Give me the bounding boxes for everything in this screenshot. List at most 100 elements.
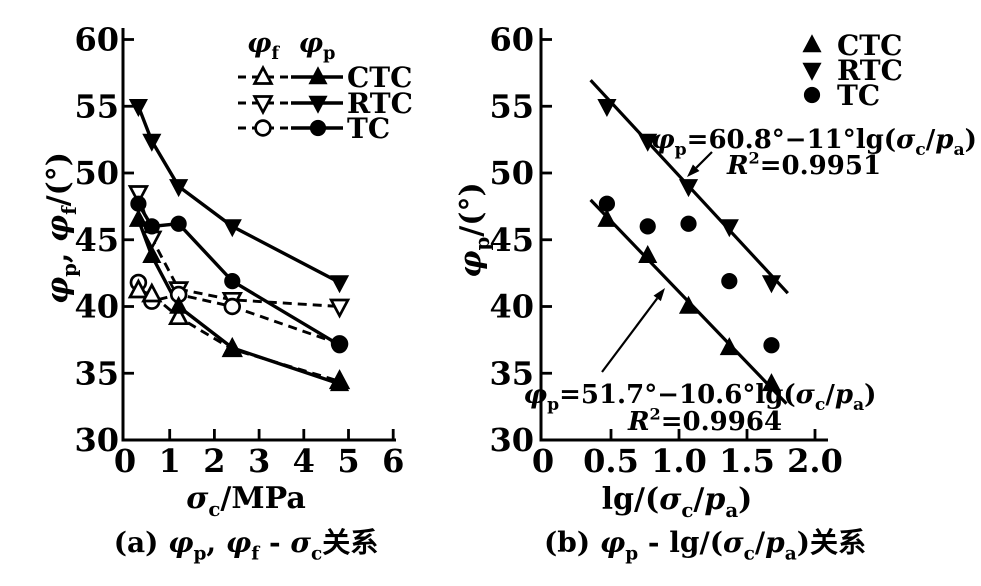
TC-phi-p-point — [763, 337, 780, 354]
legend-label-CTC: CTC — [347, 61, 412, 94]
xtick-label-0.5: 0.5 — [583, 442, 639, 480]
ytick-label-60: 60 — [489, 21, 534, 59]
markers-TC-phi-p — [130, 195, 348, 354]
RTC-phi-p-point — [169, 179, 189, 198]
RTC-phi-f-point — [328, 298, 351, 319]
RTC-phi-p-point — [142, 133, 162, 152]
CTC-phi-p-point — [761, 373, 782, 392]
CTC-phi-p-point — [638, 244, 658, 263]
markers-CTC-phi-p — [597, 208, 782, 392]
panel-a-yaxis-title: φp, φf/(°) — [41, 152, 81, 304]
xtick-label-4: 4 — [293, 442, 315, 480]
legend-filled-triangle-up — [802, 34, 822, 53]
CTC-phi-p-point — [329, 373, 350, 392]
line-RTC-phi-p — [136, 105, 341, 285]
fit-line-CTC: φp=51.7°−10.6°lg(σc/pa)R2=0.9964 — [524, 198, 877, 437]
xtick-label-1.0: 1.0 — [651, 442, 707, 480]
RTC-phi-p-point — [597, 99, 617, 118]
legend-filled-circle — [309, 119, 327, 137]
CTC-phi-p-point — [142, 244, 162, 263]
ytick-label-35: 35 — [74, 354, 119, 392]
line-TC-phi-f — [137, 281, 341, 346]
fit-equation-CTC: φp=51.7°−10.6°lg(σc/pa) — [524, 380, 877, 415]
TC-phi-p-point — [130, 195, 147, 212]
markers-RTC-phi-f — [127, 185, 351, 319]
ytick-label-50: 50 — [489, 154, 534, 192]
legend-open-triangle-down — [252, 95, 274, 116]
legend-label-RTC: RTC — [347, 87, 413, 120]
RTC-phi-p-point — [128, 99, 148, 118]
CTC-phi-p-point — [169, 295, 189, 314]
RTC-phi-f-point — [127, 185, 150, 206]
ytick-label-55: 55 — [489, 87, 534, 125]
TC-phi-p-point — [598, 195, 616, 212]
legend-filled-triangle-up — [308, 66, 328, 85]
RTC-phi-p-point — [222, 219, 242, 238]
legend-header-phi-p: φp — [299, 28, 336, 64]
legend-filled-circle — [803, 86, 821, 104]
panel-b-caption: (b) φp - lg/(σc/pa)关系 — [544, 526, 866, 564]
arrow-to-CTC-line — [601, 288, 665, 373]
CTC-phi-f-point — [127, 278, 150, 299]
ytick-label-60: 60 — [74, 21, 119, 59]
RTC-phi-p-point — [678, 179, 699, 198]
ytick-label-35: 35 — [489, 354, 534, 392]
ytick-label-40: 40 — [74, 288, 119, 326]
legend-label-TC: TC — [347, 112, 390, 145]
ytick-label-45: 45 — [489, 221, 534, 259]
ytick-label-50: 50 — [74, 154, 119, 192]
xtick-label-1: 1 — [159, 442, 181, 480]
TC-phi-p-point — [224, 273, 241, 290]
xtick-label-0: 0 — [114, 442, 136, 480]
TC-phi-p-point — [331, 337, 348, 354]
legend-filled-triangle-down — [802, 62, 822, 81]
legend-label-TC: TC — [837, 79, 880, 112]
legend-label-RTC: RTC — [837, 54, 903, 87]
CTC-phi-p-point — [222, 337, 242, 356]
ytick-label-30: 30 — [489, 421, 534, 459]
panel-a-caption: (a) φp, φf - σc关系 — [114, 526, 379, 564]
TC-phi-p-point — [721, 273, 738, 290]
markers-CTC-phi-p — [128, 208, 350, 392]
panel-b-yaxis-title: φp/(°) — [454, 182, 494, 277]
RTC-phi-p-point — [761, 275, 782, 294]
ytick-label-55: 55 — [74, 87, 119, 125]
RTC-phi-p-point — [719, 219, 739, 238]
legend-label-CTC: CTC — [837, 29, 902, 62]
panel-b-xaxis-title: lg/(σc/pa) — [602, 482, 753, 522]
CTC-phi-p-point — [597, 208, 617, 227]
panel-a-series — [127, 99, 351, 392]
RTC-phi-p-point — [329, 275, 350, 294]
legend-open-triangle-up — [252, 64, 274, 85]
CTC-phi-p-point — [719, 337, 739, 356]
xtick-label-1.5: 1.5 — [719, 442, 775, 480]
TC-phi-p-point — [639, 218, 656, 235]
ytick-label-45: 45 — [74, 221, 119, 259]
fit-r2-RTC: R2=0.9951 — [726, 149, 881, 181]
ytick-label-30: 30 — [74, 421, 119, 459]
panel-b-tick-labels: 30 35 40 45 50 55 60 0 0.5 1.0 1.5 2.0 — [489, 21, 842, 481]
panel-b-axes — [539, 28, 828, 442]
fit-equation-RTC: φp=60.8°−11°lg(σc/pa) — [651, 125, 977, 160]
fit-r2-CTC: R2=0.9964 — [627, 405, 782, 437]
xtick-label-0: 0 — [532, 442, 554, 480]
panel-b-series — [597, 99, 782, 392]
CTC-phi-p-point — [128, 208, 148, 227]
xtick-label-6: 6 — [382, 442, 404, 480]
xtick-label-5: 5 — [337, 442, 359, 480]
xtick-label-2.0: 2.0 — [787, 442, 843, 480]
panel-b: 30 35 40 45 50 55 60 0 0.5 1.0 1.5 2.0 lg/(σc/pa) φp/… — [454, 21, 977, 565]
TC-phi-p-point — [680, 215, 697, 232]
panel-a-axes — [121, 28, 396, 442]
CTC-phi-f-point — [167, 305, 190, 326]
ytick-label-40: 40 — [489, 288, 534, 326]
xtick-label-2: 2 — [203, 442, 225, 480]
arrow-to-RTC-line — [687, 151, 713, 177]
xtick-label-3: 3 — [248, 442, 270, 480]
